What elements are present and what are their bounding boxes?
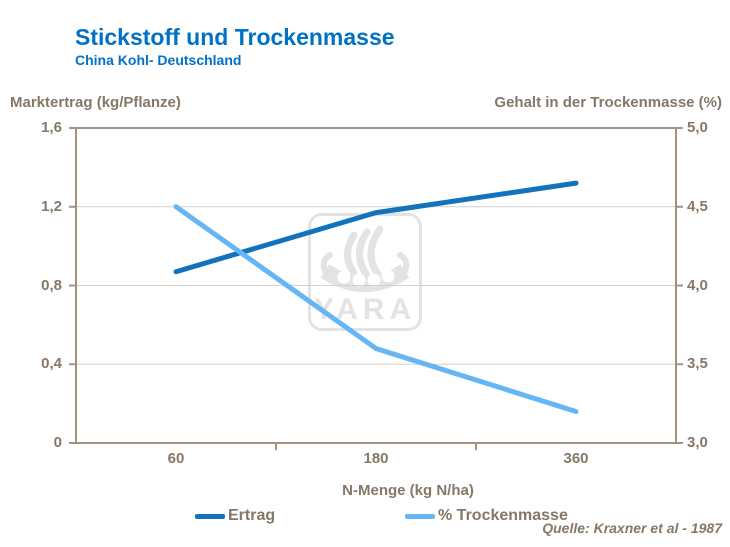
y-right-tick-label: 4,0 — [687, 276, 708, 294]
legend-line-swatch-trockenmasse — [405, 513, 435, 519]
legend-label-trockenmasse: % Trockenmasse — [438, 507, 568, 524]
page-subtitle: China Kohl- Deutschland — [75, 52, 242, 68]
y-right-tick-label: 4,5 — [687, 197, 708, 215]
right-axis-title: Gehalt in der Trockenmasse (%) — [494, 94, 722, 111]
y-left-tick-label: 1,6 — [41, 119, 62, 136]
y-left-tick-label: 0,8 — [41, 276, 62, 294]
y-left-tick-label: 1,2 — [41, 197, 62, 215]
legend-item-ertrag: Ertrag — [195, 507, 275, 525]
x-tick-label: 180 — [363, 450, 389, 467]
x-axis-title: N-Menge (kg N/ha) — [342, 482, 474, 499]
legend-line-swatch-ertrag — [195, 513, 225, 519]
y-right-tick-label: 3,5 — [687, 355, 708, 373]
legend-label-ertrag: Ertrag — [228, 507, 276, 524]
y-right-tick-label: 3,0 — [687, 434, 708, 451]
legend-item-trockenmasse: % Trockenmasse — [405, 507, 568, 525]
watermark-text: YARA — [314, 293, 416, 326]
source-citation: Quelle: Kraxner et al - 1987 — [542, 520, 722, 536]
series-line-ertrag — [173, 180, 579, 275]
page-title: Stickstoff und Trockenmasse — [75, 24, 395, 50]
y-left-tick-label: 0,4 — [41, 355, 62, 373]
series-line--trockenmasse — [173, 204, 579, 414]
y-right-tick-label: 5,0 — [687, 119, 708, 136]
x-tick-label: 360 — [563, 450, 589, 467]
yara-watermark-logo: YARA — [308, 213, 422, 331]
y-left-tick-label: 0 — [53, 434, 62, 451]
left-axis-title: Marktertrag (kg/Pflanze) — [10, 94, 181, 111]
x-tick-label: 60 — [167, 450, 185, 467]
